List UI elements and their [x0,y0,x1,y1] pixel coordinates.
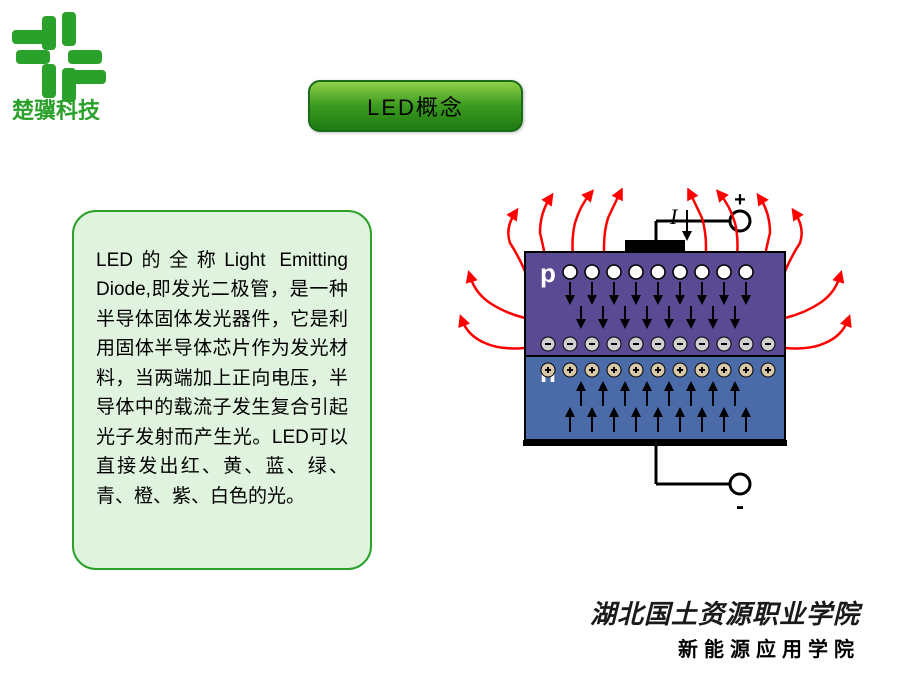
p-layer-label: p [540,258,556,288]
footer-institution: 湖北国土资源职业学院 [590,594,860,631]
top-electrode [625,240,685,252]
slide-title: LED概念 [308,80,523,132]
footer-department: 新能源应用学院 [590,633,860,662]
description-card: LED的全称Light Emitting Diode,即发光二极管，是一种半导体… [72,210,372,570]
logo-text: 楚骥科技 [12,98,101,120]
plus-label: + [734,189,746,211]
description-text: LED的全称Light Emitting Diode,即发光二极管，是一种半导体… [96,246,348,511]
bottom-electrode [523,440,787,446]
footer: 湖北国土资源职业学院 新能源应用学院 [590,594,860,662]
led-diagram: + I p n [440,188,860,528]
logo-mark [12,12,106,102]
electrons-row [563,265,753,279]
current-label: I [669,204,679,229]
negative-terminal [730,474,750,494]
brand-logo: 楚骥科技 [10,10,120,125]
minus-label: - [736,493,744,520]
slide-title-text: LED概念 [367,90,464,122]
